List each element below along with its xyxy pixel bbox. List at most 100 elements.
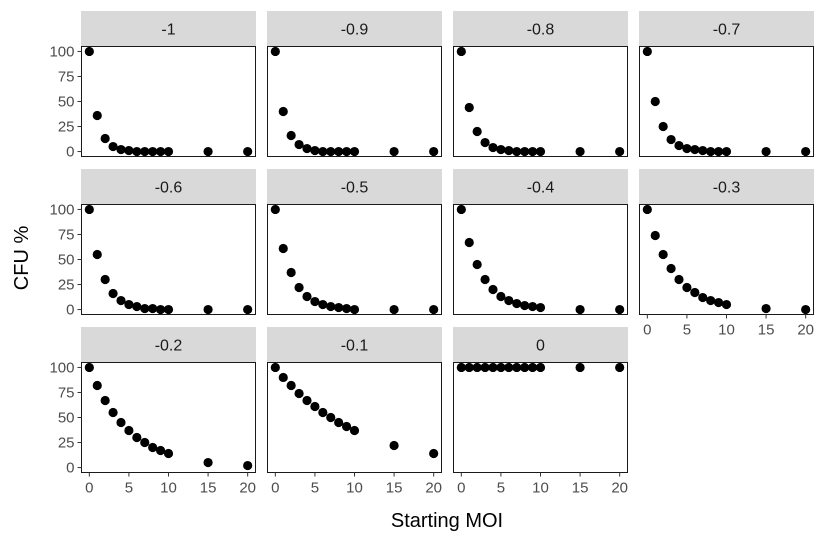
y-tick-label: 75 (58, 226, 75, 243)
x-axis-title: Starting MOI (391, 510, 503, 532)
y-tick-label: 25 (58, 435, 75, 452)
data-point (140, 303, 150, 314)
y-tick-label: 50 (58, 410, 75, 427)
data-point (132, 301, 142, 312)
data-point (456, 204, 466, 215)
data-point (650, 96, 660, 107)
facet-panel: -0.7 (639, 11, 814, 157)
x-tick-label: 5 (683, 322, 691, 339)
data-point (140, 437, 150, 448)
data-point (496, 291, 506, 302)
data-point (286, 130, 296, 141)
y-tick-label: 25 (58, 277, 75, 294)
data-point (155, 445, 166, 456)
facet-panel: -0.6 0 25 50 75 100 (49, 169, 256, 319)
data-point (341, 303, 352, 314)
facet-strip (453, 169, 628, 204)
data-point (203, 146, 213, 157)
data-point (512, 362, 522, 373)
data-point (496, 362, 506, 373)
facet-strip-label: -0.4 (527, 180, 555, 197)
data-point (721, 299, 732, 310)
data-point (504, 295, 514, 306)
data-point (334, 146, 344, 157)
x-tick-label: 0 (271, 480, 279, 497)
data-point (163, 448, 174, 459)
data-point (615, 146, 625, 157)
data-point (761, 146, 771, 157)
y-tick-label: 50 (58, 94, 75, 111)
y-tick-label: 100 (49, 43, 74, 60)
data-point (658, 249, 668, 260)
x-tick-label: 20 (425, 480, 442, 497)
x-tick-label: 0 (457, 480, 465, 497)
data-point (243, 460, 253, 471)
data-point (286, 267, 296, 278)
data-point (334, 417, 344, 428)
data-point (721, 146, 732, 157)
data-point (334, 302, 344, 313)
data-point (310, 145, 320, 156)
y-tick-label: 0 (66, 144, 74, 161)
data-point (464, 362, 474, 373)
data-point (100, 274, 110, 285)
data-point (682, 143, 692, 154)
data-point (278, 106, 288, 117)
data-point (108, 141, 118, 152)
y-tick-label: 100 (49, 201, 74, 218)
data-point (520, 300, 530, 311)
data-point (148, 303, 158, 314)
data-point (496, 144, 506, 155)
facet-panel: -1 0 25 50 75 100 (49, 11, 256, 161)
data-point (698, 145, 708, 156)
facet-panel: -0.2 0 25 50 75 100 0 5 10 15 20 (49, 327, 256, 497)
data-point (801, 146, 811, 157)
x-tick-label: 5 (497, 480, 505, 497)
data-point (243, 146, 253, 157)
data-point (480, 137, 490, 148)
y-tick-label: 0 (66, 460, 74, 477)
data-point (302, 143, 312, 154)
facet-plot-area (81, 46, 256, 157)
data-point (520, 146, 530, 157)
data-point (666, 134, 676, 145)
data-point (480, 274, 490, 285)
facet-strip (267, 11, 442, 46)
data-point (294, 388, 304, 399)
data-point (488, 362, 498, 373)
facet-panel: -0.1 0 5 10 15 20 (267, 327, 442, 497)
data-point (615, 362, 625, 373)
data-point (302, 291, 312, 302)
y-tick-label: 75 (58, 68, 75, 85)
data-point (294, 139, 304, 150)
facet-strip-label: -0.5 (341, 180, 369, 197)
data-point (203, 457, 213, 468)
data-point (761, 303, 771, 314)
data-point (512, 146, 522, 157)
facet-plot-area (453, 362, 628, 473)
data-point (270, 362, 280, 373)
data-point (100, 133, 110, 144)
facet-plot-area (639, 204, 814, 315)
data-point (349, 425, 360, 436)
x-tick-label: 0 (85, 480, 93, 497)
data-point (674, 140, 684, 151)
data-point (472, 362, 482, 373)
x-tick-label: 5 (125, 480, 133, 497)
facet-strip-label: -1 (161, 22, 175, 39)
data-point (92, 110, 102, 121)
x-tick-label: 5 (311, 480, 319, 497)
facet-panel: -0.9 (267, 11, 442, 157)
x-tick-label: 15 (572, 480, 589, 497)
data-point (349, 146, 360, 157)
data-point (456, 362, 466, 373)
data-point (108, 407, 118, 418)
facet-panel: 0 0 5 10 15 20 (453, 327, 628, 497)
data-point (615, 304, 625, 315)
data-point (270, 46, 280, 57)
data-point (472, 126, 482, 137)
data-point (132, 432, 142, 443)
